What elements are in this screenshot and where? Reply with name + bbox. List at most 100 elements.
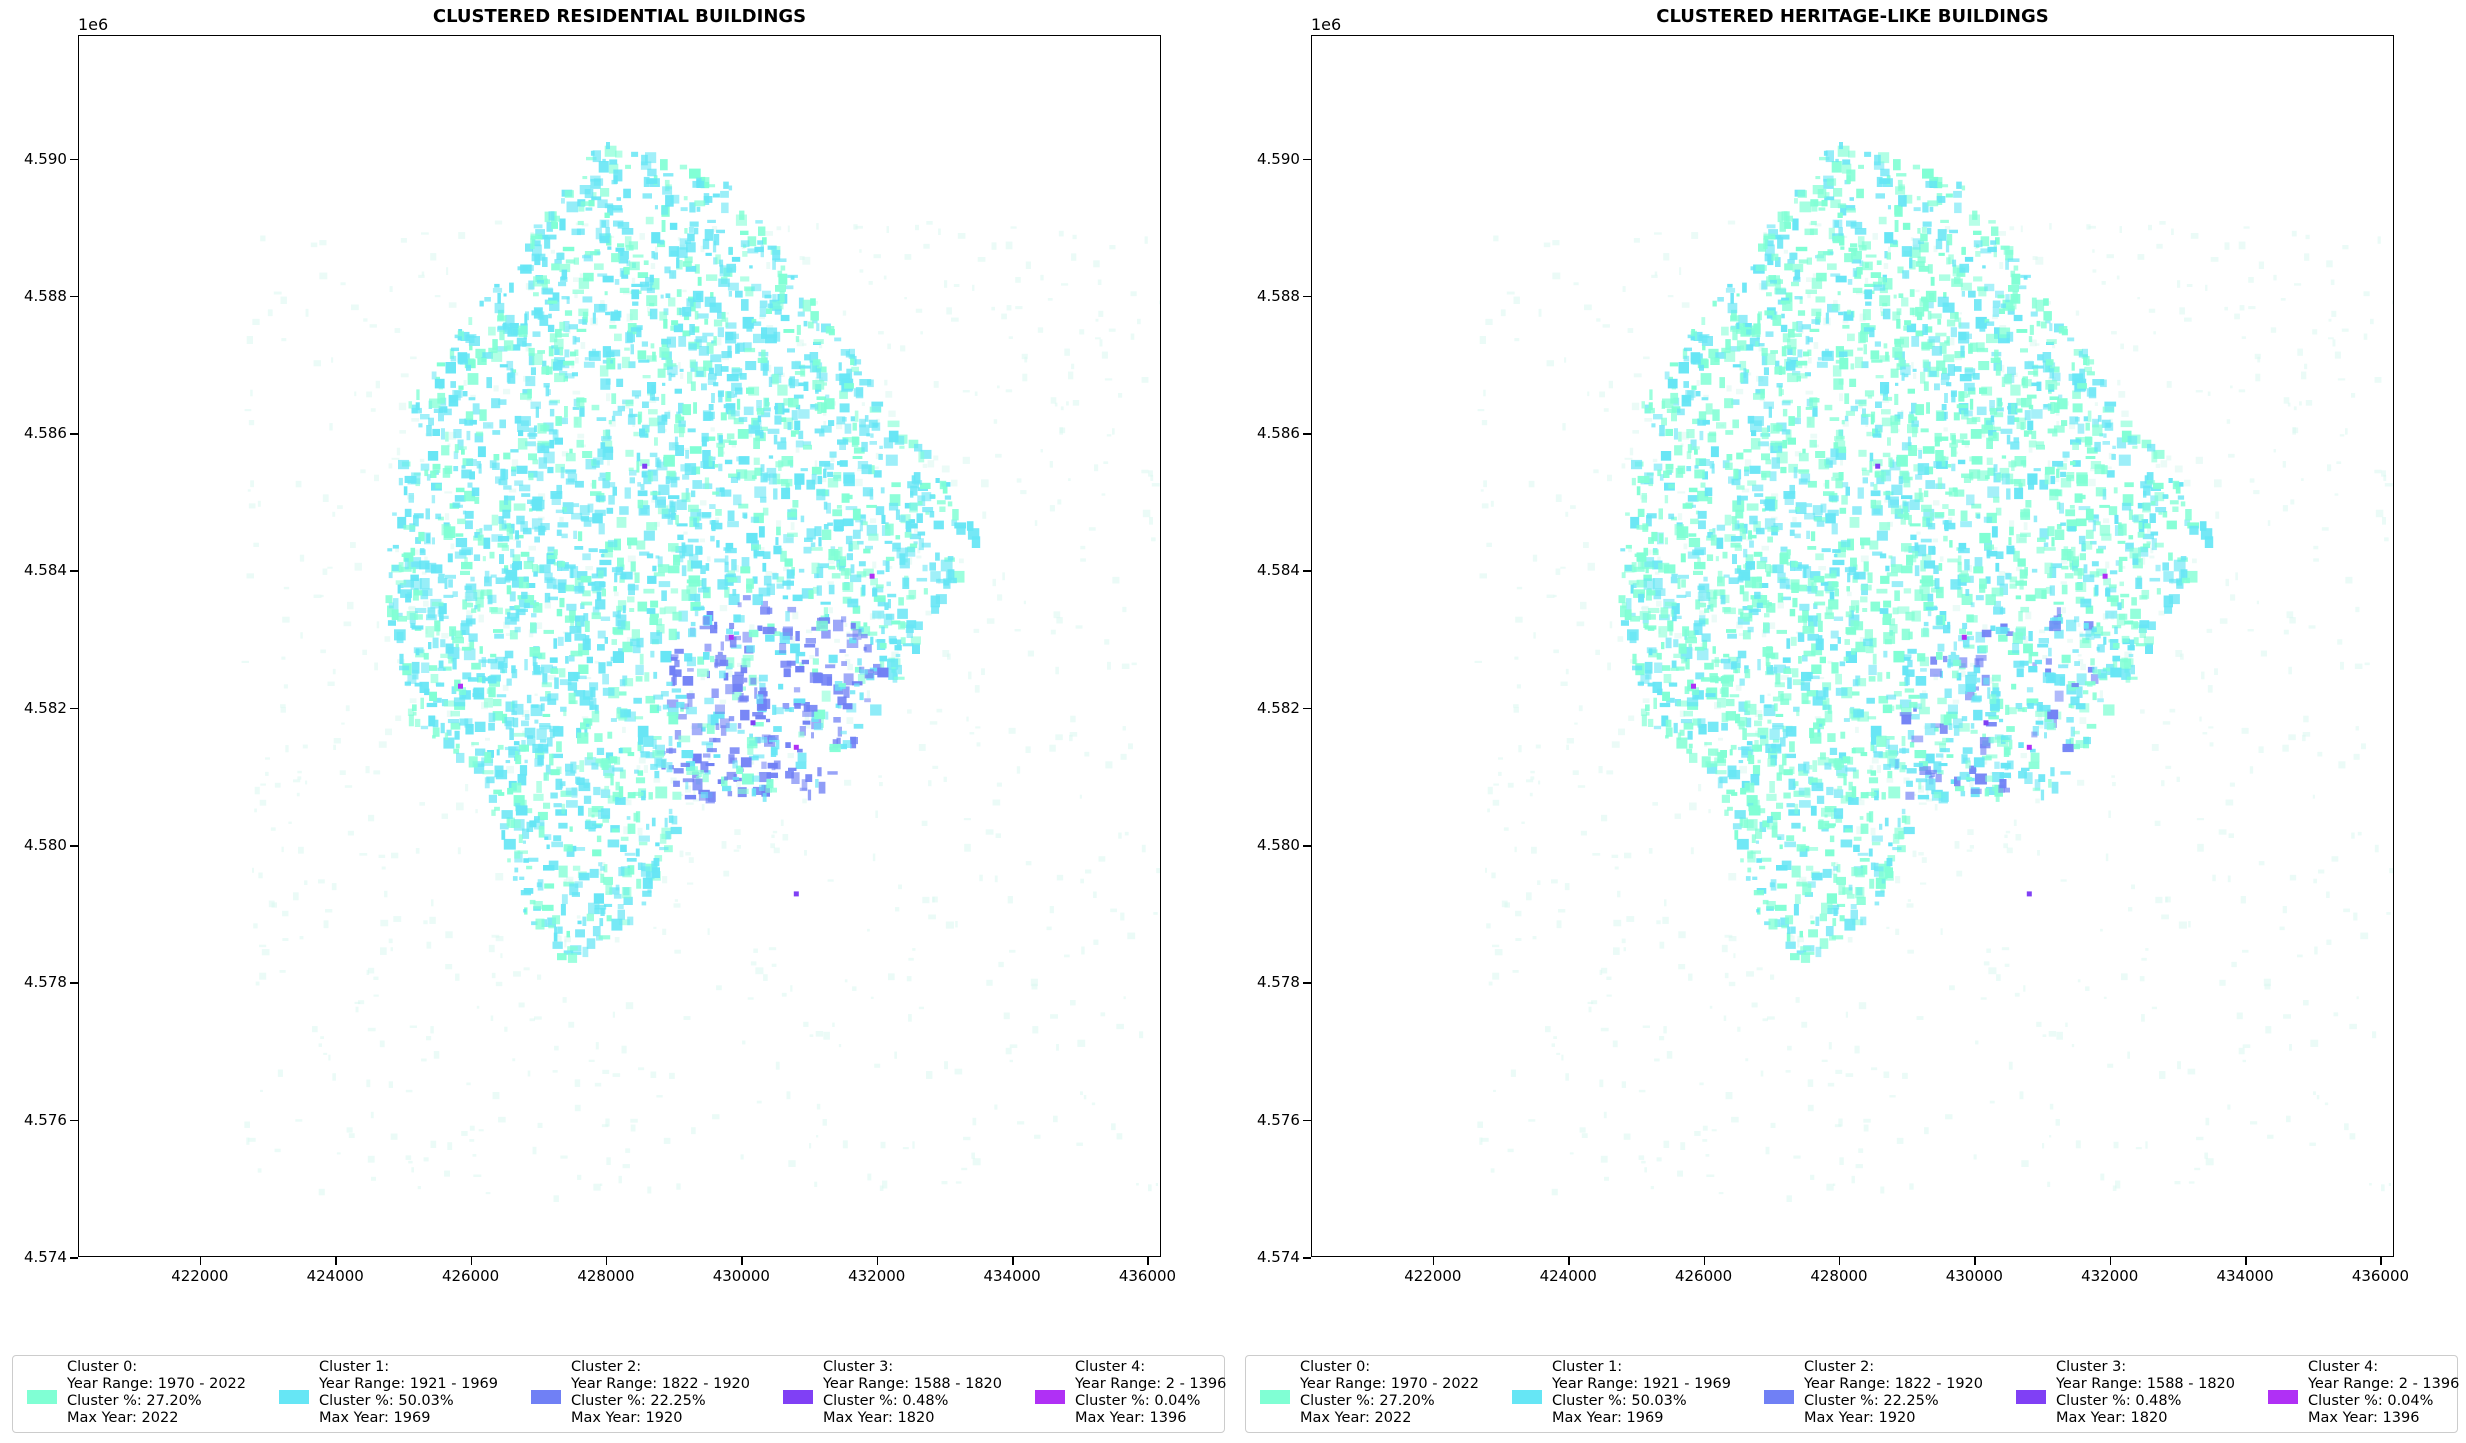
- legend: Cluster 0: Year Range: 1970 - 2022 Cluster…: [1245, 1355, 2460, 1433]
- x-tick-mark: [335, 1257, 337, 1265]
- legend-swatch: [1764, 1390, 1794, 1404]
- y-tick-mark: [1303, 295, 1311, 298]
- legend-pct: Cluster %: 27.20%: [1300, 1393, 1435, 1409]
- legend-name: Cluster 1:: [1552, 1359, 1623, 1375]
- y-tick-mark: [70, 982, 78, 984]
- y-tick-mark: [1303, 158, 1311, 161]
- y-tick-mark: [1303, 1257, 1311, 1259]
- building-footprints: [241, 142, 1160, 1202]
- legend-range: Year Range: 1822 - 1920: [571, 1376, 751, 1392]
- x-tick-mark: [199, 1257, 202, 1265]
- legend-swatch: [279, 1390, 309, 1404]
- legend-max: Max Year: 1969: [319, 1410, 431, 1426]
- legend-pct: Cluster %: 22.25%: [1804, 1393, 1939, 1409]
- y-tick-label: 4.582: [24, 698, 67, 717]
- legend-range: Year Range: 1921 - 1969: [1552, 1376, 1732, 1392]
- y-tick-label: 4.578: [1257, 973, 1300, 992]
- y-tick-mark: [1303, 707, 1311, 710]
- legend-pct: Cluster %: 0.48%: [2056, 1393, 2182, 1409]
- legend-max: Max Year: 2022: [67, 1410, 179, 1426]
- x-tick-label: 428000: [577, 1267, 635, 1285]
- y-tick-label: 4.580: [1257, 836, 1300, 855]
- legend-max: Max Year: 1920: [571, 1410, 683, 1426]
- x-tick-mark: [1012, 1257, 1014, 1265]
- x-tick-label: 432000: [848, 1267, 906, 1285]
- y-tick-label: 4.588: [24, 286, 67, 305]
- y-tick-label: 4.582: [1257, 698, 1300, 717]
- x-tick-label: 426000: [441, 1267, 500, 1285]
- y-tick-label: 4.586: [1257, 424, 1300, 443]
- legend-pct: Cluster %: 50.03%: [1552, 1393, 1687, 1409]
- legend-swatch: [1512, 1390, 1542, 1404]
- legend-max: Max Year: 2022: [1300, 1410, 1412, 1426]
- x-tick-label: 426000: [1674, 1267, 1733, 1285]
- legend-name: Cluster 1:: [319, 1359, 390, 1375]
- x-tick-mark: [1432, 1257, 1435, 1265]
- x-tick-label: 428000: [1810, 1267, 1868, 1285]
- legend-pct: Cluster %: 0.04%: [2308, 1393, 2434, 1409]
- legend-pct: Cluster %: 0.48%: [823, 1393, 949, 1409]
- legend-range: Year Range: 1588 - 1820: [823, 1376, 1003, 1392]
- legend-swatch: [531, 1390, 561, 1404]
- x-tick-mark: [741, 1257, 743, 1265]
- x-tick-label: 422000: [171, 1267, 229, 1285]
- x-tick-mark: [2245, 1257, 2247, 1265]
- x-tick-mark: [1838, 1257, 1841, 1265]
- y-tick-mark: [70, 707, 78, 710]
- x-tick-mark: [470, 1257, 473, 1265]
- y-tick-mark: [70, 1119, 78, 1122]
- y-tick-mark: [1303, 1119, 1311, 1122]
- legend-range: Year Range: 1970 - 2022: [1300, 1376, 1480, 1392]
- y-tick-label: 4.576: [1257, 1110, 1300, 1129]
- y-tick-label: 4.590: [24, 149, 67, 168]
- legend-name: Cluster 4:: [2308, 1359, 2379, 1375]
- legend-range: Year Range: 1822 - 1920: [1804, 1376, 1984, 1392]
- legend-pct: Cluster %: 50.03%: [319, 1393, 454, 1409]
- x-tick-label: 436000: [2351, 1267, 2410, 1285]
- y-tick-mark: [70, 433, 78, 435]
- x-tick-label: 424000: [306, 1267, 364, 1285]
- y-tick-mark: [1303, 982, 1311, 984]
- building-footprints: [1474, 142, 2393, 1202]
- y-offset-label: 1e6: [78, 15, 109, 34]
- y-tick-label: 4.590: [1257, 149, 1300, 168]
- y-tick-mark: [70, 1257, 78, 1259]
- legend-range: Year Range: 1970 - 2022: [67, 1376, 247, 1392]
- legend-swatch: [2016, 1390, 2046, 1404]
- y-tick-mark: [70, 845, 78, 847]
- legend-swatch: [783, 1390, 813, 1404]
- y-offset-label: 1e6: [1311, 15, 1342, 34]
- legend-name: Cluster 4:: [1075, 1359, 1146, 1375]
- x-tick-label: 434000: [2216, 1267, 2274, 1285]
- y-tick-mark: [1303, 845, 1311, 847]
- legend-range: Year Range: 2 - 1396: [2308, 1376, 2460, 1392]
- x-tick-label: 430000: [1945, 1267, 2003, 1285]
- legend-max: Max Year: 1969: [1552, 1410, 1664, 1426]
- legend-range: Year Range: 1921 - 1969: [319, 1376, 499, 1392]
- legend-swatch: [1260, 1390, 1290, 1404]
- legend-pct: Cluster %: 22.25%: [571, 1393, 706, 1409]
- y-tick-label: 4.584: [1257, 561, 1300, 580]
- legend-range: Year Range: 2 - 1396: [1075, 1376, 1227, 1392]
- x-tick-mark: [2109, 1257, 2112, 1265]
- legend-name: Cluster 0:: [67, 1359, 138, 1375]
- legend-name: Cluster 3:: [2056, 1359, 2127, 1375]
- y-tick-mark: [1303, 433, 1311, 435]
- y-tick-label: 4.584: [24, 561, 67, 580]
- x-tick-mark: [1703, 1257, 1706, 1265]
- legend-max: Max Year: 1396: [1075, 1410, 1187, 1426]
- building-map: [1474, 142, 2393, 1202]
- legend-max: Max Year: 1920: [1804, 1410, 1916, 1426]
- y-tick-label: 4.574: [1257, 1248, 1300, 1266]
- y-tick-label: 4.580: [24, 836, 67, 855]
- x-tick-mark: [1974, 1257, 1976, 1265]
- y-tick-mark: [70, 295, 78, 298]
- legend-name: Cluster 2:: [571, 1359, 642, 1375]
- legend-max: Max Year: 1396: [2308, 1410, 2420, 1426]
- x-tick-mark: [876, 1257, 879, 1265]
- legend-name: Cluster 2:: [1804, 1359, 1875, 1375]
- x-tick-label: 430000: [712, 1267, 770, 1285]
- legend-max: Max Year: 1820: [823, 1410, 935, 1426]
- x-tick-label: 422000: [1404, 1267, 1462, 1285]
- x-tick-mark: [1147, 1257, 1149, 1265]
